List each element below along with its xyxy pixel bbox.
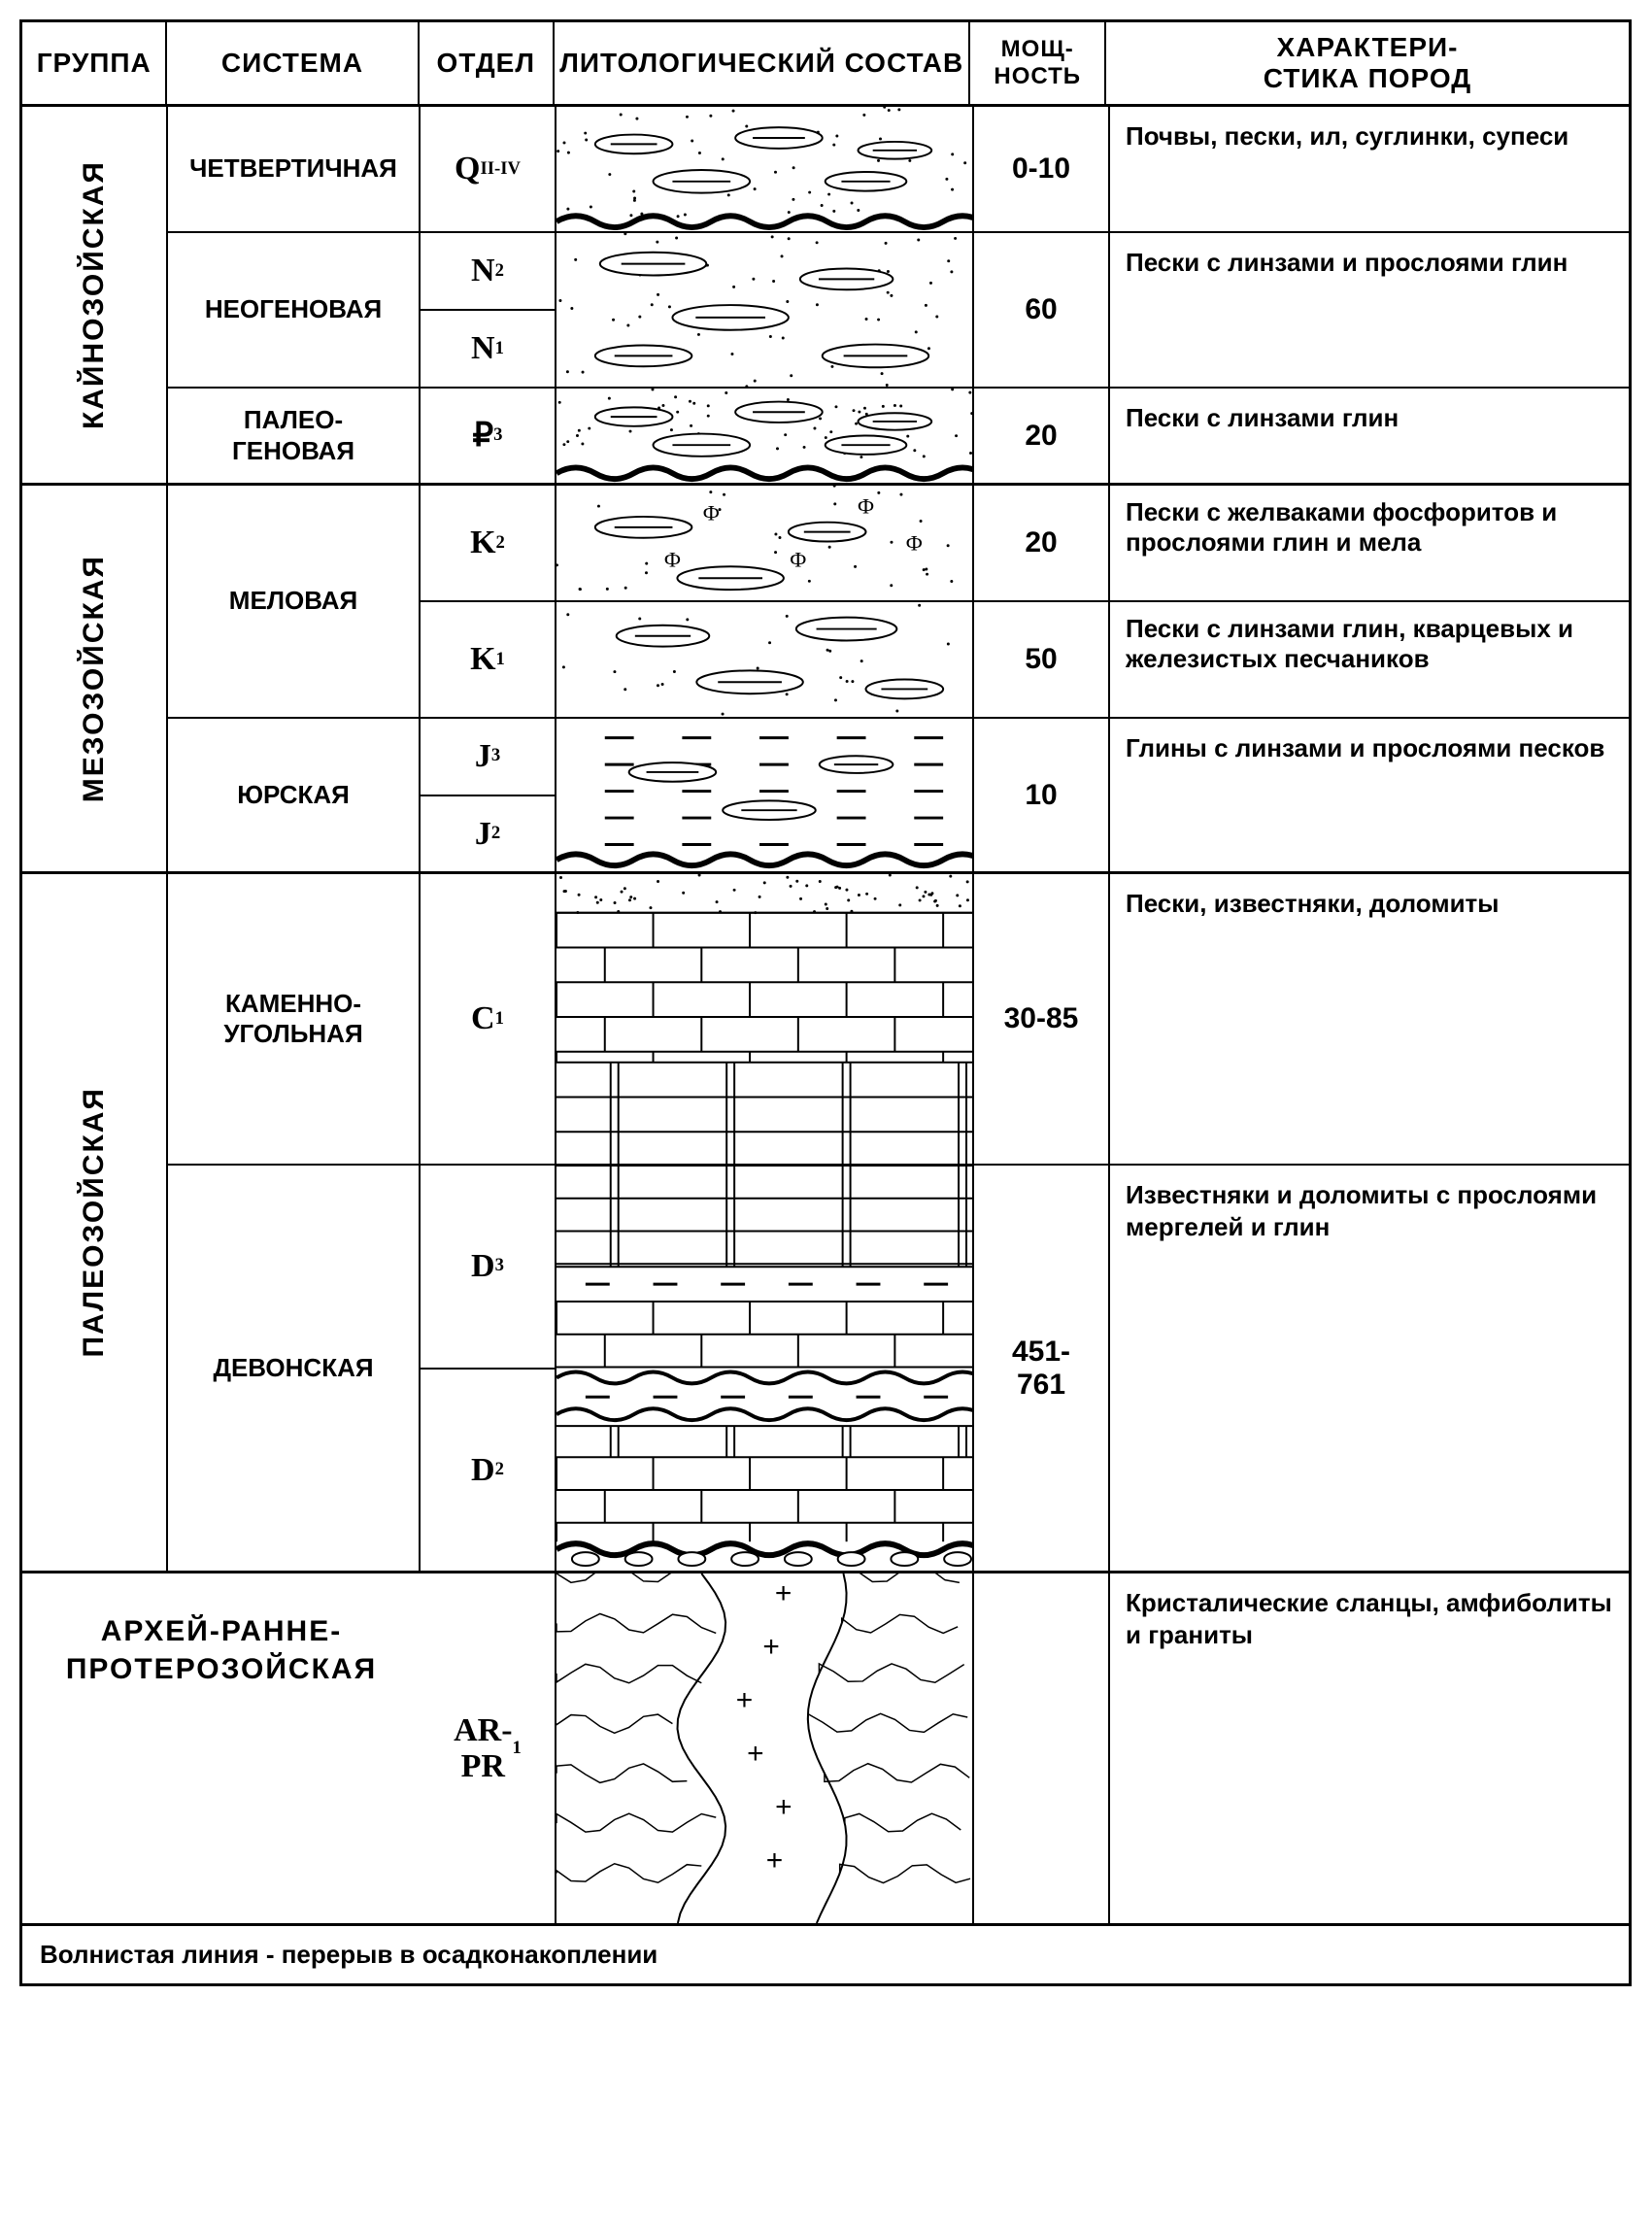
svg-text:+: +	[736, 1684, 753, 1716]
svg-text:+: +	[762, 1631, 779, 1663]
dept-cell: D2	[421, 1370, 555, 1572]
header-dept: ОТДЕЛ	[420, 22, 556, 104]
dept-cell: N2	[421, 233, 555, 311]
dept-cell: D3	[421, 1166, 555, 1370]
dept-cell: ₽3	[421, 389, 555, 483]
lithology-cell: ФФФФФ	[556, 486, 974, 717]
lithology-cell	[556, 389, 974, 483]
dept-stack: J3J2	[421, 719, 556, 871]
characteristic-cell: Пески, известняки, доломиты	[1110, 874, 1629, 1164]
thickness-cell: 30-85	[974, 874, 1110, 1164]
footer-note: Волнистая линия - перерыв в осадконакопл…	[22, 1923, 1629, 1983]
lithology-cell	[556, 107, 974, 231]
system-row: ЮРСКАЯJ3J2 10Глины с линзами и прослоями …	[168, 719, 1629, 874]
system-cell: ЧЕТВЕРТИЧНАЯ	[168, 107, 421, 231]
lithology-cell	[556, 233, 974, 387]
dept-stack: N2N1	[421, 233, 556, 387]
group-cell: КАЙНОЗОЙСКАЯ	[22, 107, 166, 486]
thickness-cell: 451- 761	[974, 1166, 1110, 1571]
system-cell: МЕЛОВАЯ	[168, 486, 421, 717]
system-row: ДЕВОНСКАЯD3D2 451- 761Известняки и доломи…	[168, 1166, 1629, 1573]
thickness-cell: 20	[974, 486, 1108, 602]
svg-text:+: +	[775, 1577, 792, 1609]
thickness-cell	[974, 1573, 1110, 1923]
thickness-cell: 20	[974, 389, 1110, 483]
dept-cell: C1	[421, 874, 555, 1164]
header-system: СИСТЕМА	[167, 22, 419, 104]
dept-cell: AR-PR1	[421, 1573, 555, 1923]
dept-stack: AR-PR1	[421, 1573, 556, 1923]
system-cell: КАМЕННО- УГОЛЬНАЯ	[168, 874, 421, 1164]
system-row: КАМЕННО- УГОЛЬНАЯC1 30-85Пески, известняк…	[168, 874, 1629, 1166]
svg-text:+: +	[775, 1791, 792, 1823]
system-row: НЕОГЕНОВАЯN2N1 60Пески с линзами и просло…	[168, 233, 1629, 389]
thickness-cell: 60	[974, 233, 1110, 387]
lithology-cell	[556, 874, 974, 1164]
svg-text:Ф: Ф	[703, 502, 720, 525]
dept-cell: N1	[421, 311, 555, 387]
lithology-cell: + + + + + +	[556, 1573, 974, 1923]
dept-stack: K2K1	[421, 486, 556, 717]
dept-cell: K1	[421, 602, 555, 717]
characteristic-cell: Пески с линзами и прослоями глин	[1110, 233, 1629, 387]
dept-stack: D3D2	[421, 1166, 556, 1571]
characteristic-cell: Известняки и доломиты с прослоями мергел…	[1110, 1166, 1629, 1571]
characteristic-cell: Кристалические сланцы, амфиболиты и гран…	[1110, 1573, 1629, 1923]
group-cell: ПАЛЕОЗОЙСКАЯ	[22, 874, 166, 1573]
dept-cell: J2	[421, 796, 555, 872]
group-label: МЕЗОЗОЙСКАЯ	[78, 555, 111, 802]
system-row: ЧЕТВЕРТИЧНАЯQII-IV 0-10Почвы, пески, ил, …	[168, 107, 1629, 233]
svg-text:+: +	[747, 1738, 763, 1770]
svg-text:Ф: Ф	[664, 548, 681, 571]
dept-stack: C1	[421, 874, 556, 1164]
system-cell: ЮРСКАЯ	[168, 719, 421, 871]
stratigraphic-table: ГРУППА СИСТЕМА ОТДЕЛ ЛИТОЛОГИЧЕСКИЙ СОСТ…	[19, 19, 1632, 1986]
group-cell: АРХЕЙ-РАННЕ- ПРОТЕРОЗОЙСКАЯ	[22, 1573, 421, 1923]
svg-text:+: +	[766, 1844, 783, 1877]
group-label: КАЙНОЗОЙСКАЯ	[78, 160, 111, 429]
characteristic-cell: Пески с линзами глин, кварцевых и желези…	[1110, 602, 1629, 717]
dept-cell: K2	[421, 486, 555, 602]
system-cell: НЕОГЕНОВАЯ	[168, 233, 421, 387]
system-row: МЕЛОВАЯK2K1ФФФФФ2050Пески с желваками фо…	[168, 486, 1629, 719]
header-char: ХАРАКТЕРИ- СТИКА ПОРОД	[1106, 22, 1629, 104]
group-cell: МЕЗОЗОЙСКАЯ	[22, 486, 166, 874]
header-litho: ЛИТОЛОГИЧЕСКИЙ СОСТАВ	[555, 22, 970, 104]
header-thick: МОЩ- НОСТЬ	[970, 22, 1106, 104]
characteristic-cell: Почвы, пески, ил, суглинки, супеси	[1110, 107, 1629, 231]
svg-text:Ф: Ф	[906, 532, 923, 556]
dept-cell: J3	[421, 719, 555, 796]
lithology-cell	[556, 1166, 974, 1571]
system-row: ПАЛЕО- ГЕНОВАЯ₽3 20Пески с линзами глин	[168, 389, 1629, 486]
dept-stack: QII-IV	[421, 107, 556, 231]
dept-cell: QII-IV	[421, 107, 555, 231]
characteristic-cell: Пески с линзами глин	[1110, 389, 1629, 483]
characteristic-cell: Пески с желваками фосфоритов и прослоями…	[1110, 486, 1629, 602]
dept-stack: ₽3	[421, 389, 556, 483]
system-cell: ПАЛЕО- ГЕНОВАЯ	[168, 389, 421, 483]
svg-text:Ф: Ф	[790, 548, 806, 571]
group-label: ПАЛЕОЗОЙСКАЯ	[78, 1087, 111, 1358]
system-cell: ДЕВОНСКАЯ	[168, 1166, 421, 1571]
group-label: АРХЕЙ-РАННЕ- ПРОТЕРОЗОЙСКАЯ	[56, 1603, 387, 1698]
lithology-cell	[556, 719, 974, 871]
group-column: КАЙНОЗОЙСКАЯМЕЗОЗОЙСКАЯПАЛЕОЗОЙСКАЯАРХЕЙ…	[22, 107, 168, 1923]
thickness-cell: 10	[974, 719, 1110, 871]
thickness-cell: 0-10	[974, 107, 1110, 231]
thickness-cell: 50	[974, 602, 1108, 717]
characteristic-cell: Глины с линзами и прослоями песков	[1110, 719, 1629, 871]
svg-text:Ф: Ф	[858, 495, 874, 519]
table-body: КАЙНОЗОЙСКАЯ МЕЗОЗОЙСКАЯ ПАЛЕОЗОЙСКАЯ АРХЕЙ…	[22, 107, 1629, 1923]
header-group: ГРУППА	[22, 22, 167, 104]
header-row: ГРУППА СИСТЕМА ОТДЕЛ ЛИТОЛОГИЧЕСКИЙ СОСТ…	[22, 22, 1629, 107]
